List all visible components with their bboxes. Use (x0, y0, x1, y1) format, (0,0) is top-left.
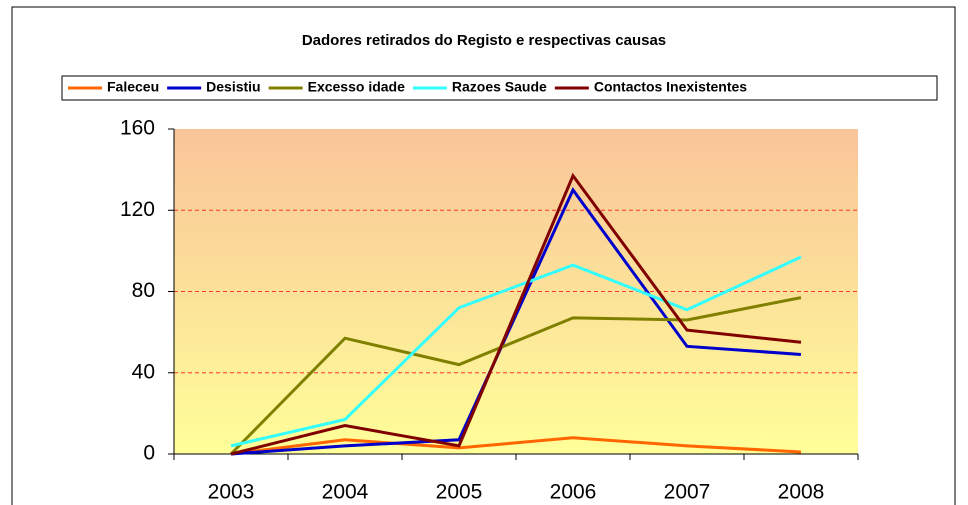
y-tick-label: 40 (132, 360, 155, 383)
x-tick-label: 2007 (664, 481, 711, 504)
x-tick-label: 2005 (436, 481, 483, 504)
chart-title: Dadores retirados do Registo e respectiv… (302, 32, 666, 49)
legend-label: Contactos Inexistentes (594, 79, 747, 95)
y-tick-label: 0 (143, 442, 155, 465)
series-line (230, 172, 802, 456)
legend (61, 75, 938, 101)
x-tick-label: 2004 (322, 481, 369, 504)
x-tick-label: 2008 (778, 481, 825, 504)
y-tick-label: 120 (120, 198, 155, 221)
legend-label: Excesso idade (308, 79, 405, 95)
y-tick-label: 80 (132, 279, 155, 302)
legend-label: Razoes Saude (452, 79, 547, 95)
series-line (230, 255, 802, 448)
legend-label: Desistiu (206, 79, 260, 95)
series-line (229, 296, 802, 456)
legend-label: Faleceu (107, 79, 159, 95)
series-line (230, 436, 802, 456)
x-tick-label: 2003 (208, 481, 255, 504)
y-tick-label: 160 (120, 117, 155, 140)
series-line (230, 186, 802, 456)
x-tick-label: 2006 (550, 481, 597, 504)
